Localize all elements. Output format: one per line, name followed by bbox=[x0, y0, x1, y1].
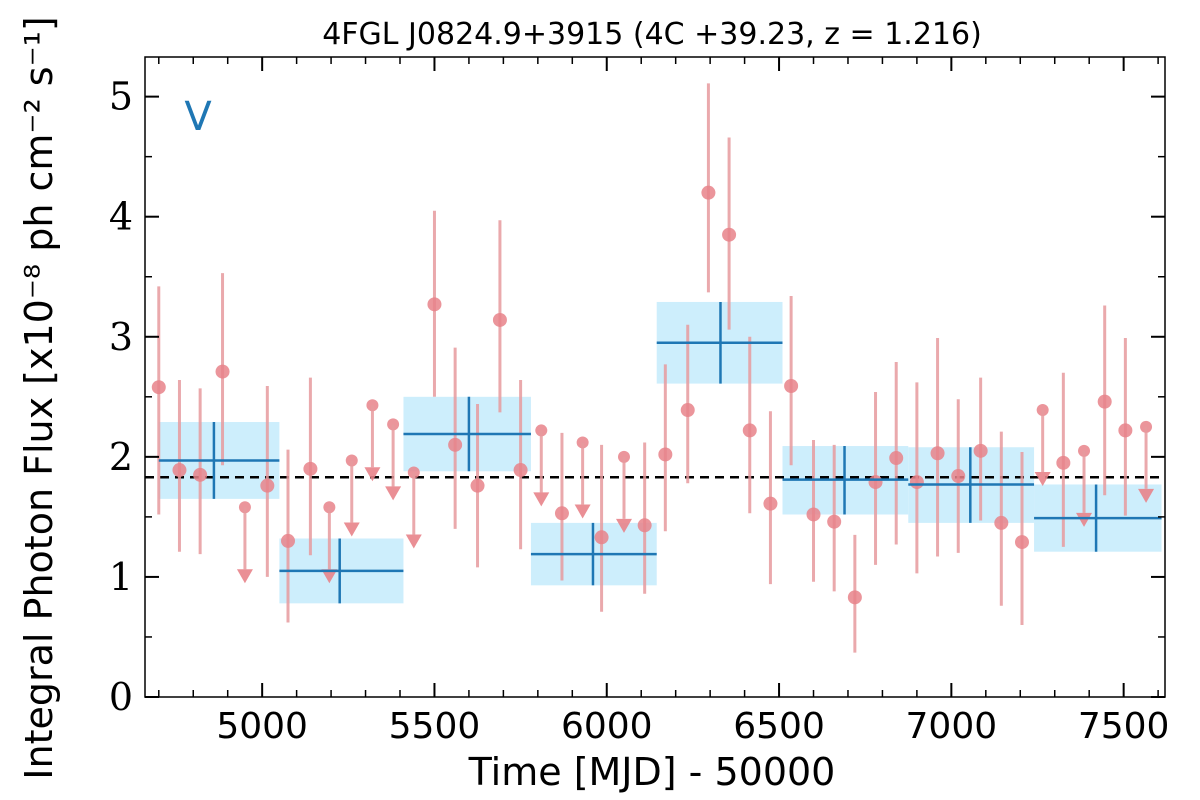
flux-point bbox=[930, 446, 945, 461]
flux-point bbox=[215, 364, 230, 379]
panel-label: V bbox=[184, 94, 212, 140]
flux-point bbox=[1014, 535, 1029, 550]
upper-limit-arrow bbox=[343, 522, 360, 537]
flux-point bbox=[594, 530, 609, 545]
upper-limit-arrow bbox=[321, 569, 338, 584]
flux-point bbox=[951, 469, 966, 484]
upper-limits bbox=[236, 399, 1155, 584]
upper-limit-arrow bbox=[1076, 512, 1093, 527]
y-tick-label: 0 bbox=[109, 675, 133, 719]
flux-point bbox=[1056, 455, 1071, 470]
flux-point bbox=[889, 451, 904, 466]
y-tick-label: 1 bbox=[109, 555, 133, 599]
flux-point bbox=[722, 227, 737, 242]
flux-point bbox=[193, 467, 208, 482]
upper-limit-arrow bbox=[615, 518, 632, 533]
block-markers bbox=[158, 301, 1162, 604]
flux-point bbox=[868, 475, 883, 490]
x-axis-title: Time [MJD] - 50000 bbox=[468, 750, 836, 794]
x-tick-label: 5500 bbox=[389, 706, 481, 747]
x-tick-label: 7500 bbox=[1078, 706, 1170, 747]
flux-point bbox=[492, 312, 507, 327]
flux-point bbox=[763, 496, 778, 511]
flux-point bbox=[303, 461, 318, 476]
flux-point bbox=[701, 185, 716, 200]
upper-limit-arrow bbox=[574, 504, 591, 519]
x-tick-labels: 5000 5500 6000 6500 7000 7500 bbox=[216, 706, 1169, 747]
flux-point bbox=[784, 379, 799, 394]
flux-point bbox=[260, 478, 275, 493]
flux-point bbox=[554, 506, 569, 521]
y-tick-labels: 0 1 2 3 4 5 bbox=[109, 75, 133, 719]
x-tick-label: 5000 bbox=[216, 706, 308, 747]
flux-point bbox=[909, 475, 924, 490]
flux-point bbox=[658, 447, 673, 462]
upper-limit-arrow bbox=[1034, 472, 1051, 487]
flux-point bbox=[172, 463, 187, 478]
flux-point bbox=[151, 380, 166, 395]
flux-point bbox=[513, 463, 528, 478]
y-tick-label: 3 bbox=[109, 315, 133, 359]
flux-point bbox=[281, 533, 296, 548]
flux-point bbox=[827, 514, 842, 529]
chart-title: 4FGL J0824.9+3915 (4C +39.23, z = 1.216) bbox=[322, 17, 982, 52]
x-tick-label: 6000 bbox=[561, 706, 653, 747]
x-tick-label: 6500 bbox=[733, 706, 825, 747]
flux-point bbox=[1097, 394, 1112, 409]
flux-point bbox=[470, 478, 485, 493]
upper-limit-arrow bbox=[533, 492, 550, 507]
flux-point bbox=[427, 297, 442, 312]
y-tick-label: 5 bbox=[109, 75, 133, 119]
upper-limit-arrow bbox=[364, 467, 381, 482]
upper-limit-arrow bbox=[405, 534, 422, 549]
upper-limit-arrow bbox=[236, 569, 253, 584]
flux-point bbox=[973, 443, 988, 458]
flux-point bbox=[637, 518, 652, 533]
flux-point bbox=[1118, 423, 1133, 438]
flux-point bbox=[847, 590, 862, 605]
axis-ticks bbox=[145, 57, 1165, 698]
flux-point bbox=[742, 423, 757, 438]
upper-limit-arrow bbox=[385, 486, 402, 501]
plot-frame bbox=[144, 56, 1166, 698]
flux-point bbox=[680, 403, 695, 418]
y-tick-label: 2 bbox=[109, 435, 133, 479]
x-tick-label: 7000 bbox=[906, 706, 998, 747]
upper-limit-arrow bbox=[1138, 488, 1155, 503]
y-axis-title: Integral Photon Flux [x10⁻⁸ ph cm⁻² s⁻¹] bbox=[17, 16, 61, 779]
flux-point bbox=[994, 515, 1009, 530]
flux-point bbox=[448, 437, 463, 452]
flux-point bbox=[806, 507, 821, 522]
y-tick-label: 4 bbox=[109, 195, 133, 239]
